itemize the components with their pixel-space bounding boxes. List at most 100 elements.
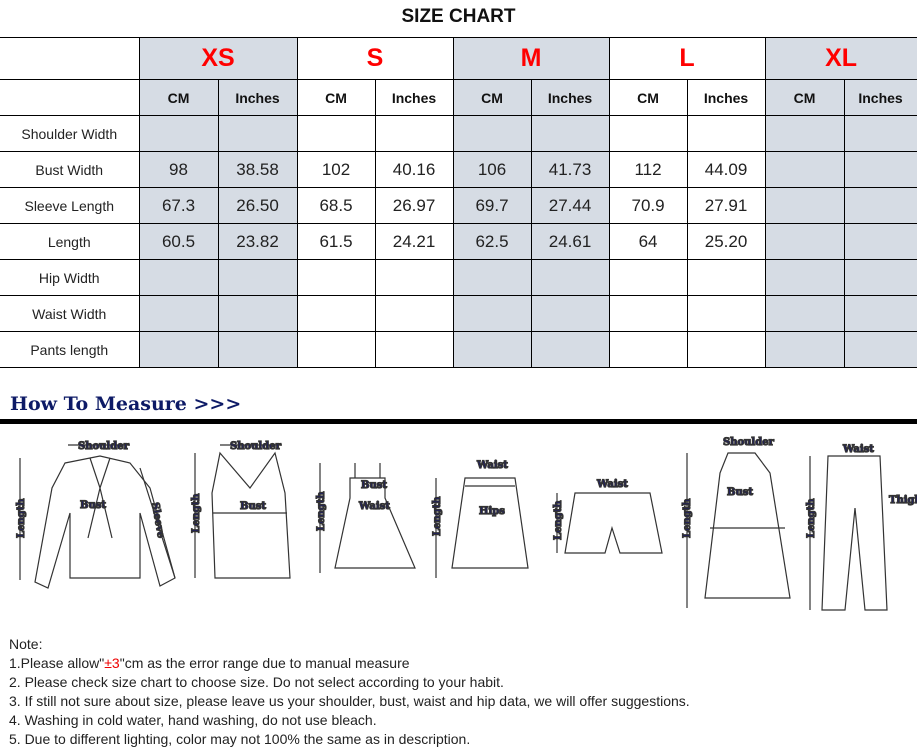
value-cell	[296, 259, 376, 296]
value-cell: 24.61	[530, 223, 610, 260]
value-cell	[138, 331, 219, 368]
divider	[0, 419, 917, 424]
value-cell	[686, 259, 766, 296]
unit-cm: CM	[452, 79, 532, 116]
label-shoulder: Shoulder	[723, 437, 775, 448]
value-cell	[217, 115, 298, 152]
value-cell: 69.7	[452, 187, 532, 224]
label-length: Length	[16, 498, 27, 538]
note-4: 4. Washing in cold water, hand washing, …	[9, 712, 377, 728]
row-label: Waist Width	[0, 295, 140, 332]
value-cell	[686, 331, 766, 368]
note-1-text: 1.Please allow"	[9, 655, 105, 671]
note-2: 2. Please check size chart to choose siz…	[9, 674, 504, 690]
coat-illustration: Shoulder Bust Length	[681, 436, 791, 608]
label-length: Length	[432, 496, 443, 536]
row-label: Sleeve Length	[0, 187, 140, 224]
label-thigh: Thigh	[889, 495, 917, 506]
value-cell	[843, 187, 917, 224]
value-cell: 41.73	[530, 151, 610, 188]
label-waist: Waist	[596, 479, 628, 490]
table-row: Pants length	[0, 331, 917, 368]
value-cell	[374, 259, 454, 296]
label-sleeve: Sleeve	[149, 502, 166, 539]
value-cell	[608, 331, 688, 368]
skirt-illustration: Waist Hips Length	[431, 459, 529, 578]
value-cell: 27.44	[530, 187, 610, 224]
value-cell	[764, 187, 845, 224]
value-cell	[452, 259, 532, 296]
notes-heading: Note:	[9, 636, 43, 652]
note-3: 3. If still not sure about size, please …	[9, 693, 690, 709]
value-cell: 112	[608, 151, 688, 188]
dress-illustration: Bust Waist Length	[315, 463, 416, 573]
row-label: Shoulder Width	[0, 115, 140, 152]
value-cell	[843, 151, 917, 188]
label-length: Length	[682, 498, 693, 538]
value-cell	[764, 259, 845, 296]
label-hips: Hips	[479, 506, 505, 517]
value-cell	[764, 151, 845, 188]
value-cell: 60.5	[138, 223, 219, 260]
value-cell: 106	[452, 151, 532, 188]
value-cell: 68.5	[296, 187, 376, 224]
unit-cm: CM	[608, 79, 688, 116]
value-cell	[764, 115, 845, 152]
label-waist: Waist	[476, 460, 508, 471]
label-bust: Bust	[80, 500, 106, 511]
corner-cell	[0, 37, 140, 80]
how-to-measure-heading: How To Measure >>>	[10, 393, 242, 415]
shorts-illustration: Waist Length	[552, 478, 663, 554]
label-bust: Bust	[727, 487, 753, 498]
pants-illustration: Waist Thigh Length	[805, 443, 917, 611]
value-cell	[452, 331, 532, 368]
value-cell	[296, 331, 376, 368]
unit-inches: Inches	[686, 79, 766, 116]
table-row: Length 60.5 23.82 61.5 24.21 62.5 24.61 64 25.20	[0, 223, 917, 260]
corner-cell	[0, 79, 140, 116]
label-length: Length	[191, 493, 202, 533]
value-cell: 26.97	[374, 187, 454, 224]
size-xl: XL	[764, 37, 917, 80]
label-shoulder: Shoulder	[230, 441, 282, 452]
label-length: Length	[806, 498, 817, 538]
table-row: Bust Width 98 38.58 102 40.16 106 41.73 112 44.0…	[0, 151, 917, 188]
value-cell: 23.82	[217, 223, 298, 260]
value-cell: 40.16	[374, 151, 454, 188]
value-cell	[843, 295, 917, 332]
page-title: SIZE CHART	[401, 6, 516, 27]
row-label: Bust Width	[0, 151, 140, 188]
label-length: Length	[316, 491, 327, 531]
notes: Note: 1.Please allow"±3"cm as the error …	[9, 635, 690, 749]
value-cell	[686, 295, 766, 332]
shirt-illustration: Shoulder Bust Sleeve Length	[15, 440, 176, 589]
unit-inches: Inches	[530, 79, 610, 116]
size-l: L	[608, 37, 766, 80]
value-cell	[843, 331, 917, 368]
value-cell	[374, 331, 454, 368]
unit-inches: Inches	[217, 79, 298, 116]
label-waist: Waist	[358, 501, 390, 512]
value-cell	[452, 115, 532, 152]
error-range: ±3	[104, 655, 120, 671]
unit-cm: CM	[296, 79, 376, 116]
value-cell	[296, 115, 376, 152]
table-row: Shoulder Width	[0, 115, 917, 152]
unit-inches: Inches	[843, 79, 917, 116]
value-cell	[138, 115, 219, 152]
value-cell	[843, 259, 917, 296]
value-cell	[608, 295, 688, 332]
value-cell: 102	[296, 151, 376, 188]
value-cell	[217, 331, 298, 368]
value-cell	[764, 223, 845, 260]
value-cell	[374, 115, 454, 152]
value-cell: 44.09	[686, 151, 766, 188]
label-bust: Bust	[240, 501, 266, 512]
row-label: Hip Width	[0, 259, 140, 296]
value-cell	[530, 331, 610, 368]
size-header-row: XS S M L XL	[0, 37, 917, 80]
value-cell: 62.5	[452, 223, 532, 260]
value-cell	[686, 115, 766, 152]
size-xs: XS	[138, 37, 298, 80]
label-waist: Waist	[842, 444, 874, 455]
